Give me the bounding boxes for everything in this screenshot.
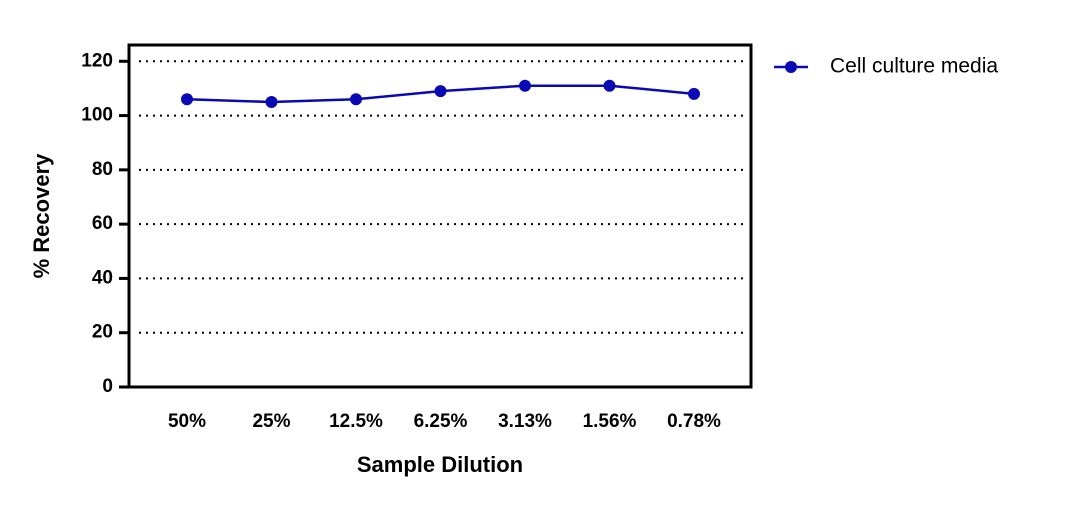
y-tick-label: 60 xyxy=(92,213,113,234)
y-tick-label: 80 xyxy=(92,159,113,180)
x-tick-label: 3.13% xyxy=(498,411,552,432)
y-tick-label: 120 xyxy=(81,50,113,71)
plot-frame xyxy=(127,43,753,389)
data-point xyxy=(434,85,447,98)
data-point xyxy=(265,96,278,108)
legend-marker xyxy=(785,61,797,73)
x-tick-label: 25% xyxy=(252,411,290,432)
data-point xyxy=(181,93,193,106)
x-tick-label: 0.78% xyxy=(667,411,721,432)
x-axis-title: Sample Dilution xyxy=(357,452,523,477)
y-tick-label: 20 xyxy=(92,322,113,343)
x-tick-label: 12.5% xyxy=(329,411,383,432)
data-point xyxy=(519,79,531,92)
data-point xyxy=(688,87,700,100)
data-point xyxy=(603,79,616,92)
x-tick-label: 1.56% xyxy=(583,411,637,432)
legend-text: Cell culture media xyxy=(830,55,998,78)
x-tick-label: 6.25% xyxy=(414,411,468,432)
y-tick-label: 0 xyxy=(102,376,113,397)
y-tick-label: 100 xyxy=(81,105,113,126)
y-axis-title: % Recovery xyxy=(29,153,54,279)
x-tick-label: 50% xyxy=(168,411,206,432)
y-tick-label: 40 xyxy=(92,267,113,288)
data-point xyxy=(350,93,362,106)
